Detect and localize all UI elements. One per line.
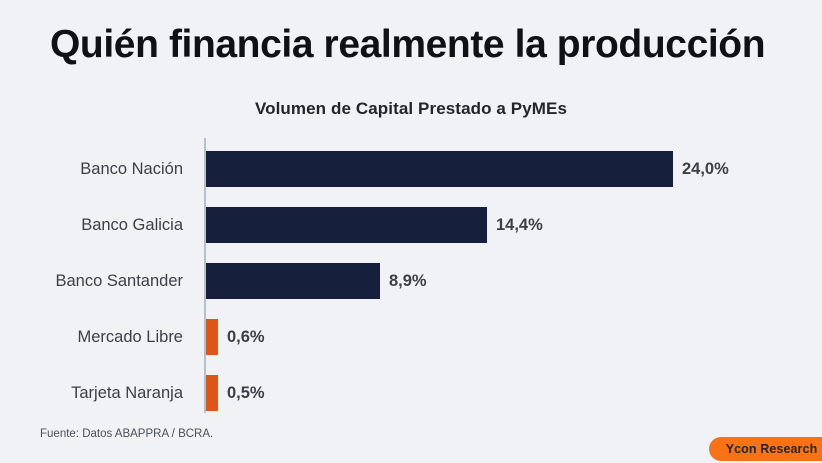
category-label: Mercado Libre (77, 328, 183, 346)
chart-row: Banco Santander 8,9% (0, 263, 822, 299)
source-note: Fuente: Datos ABAPPRA / BCRA. (40, 428, 214, 440)
chart-row: Tarjeta Naranja 0,5% (0, 375, 822, 411)
bar-mercado-libre[interactable] (206, 319, 218, 355)
chart-subtitle: Volumen de Capital Prestado a PyMEs (254, 99, 568, 118)
bar-value-label: 14,4% (496, 216, 543, 234)
brand-badge[interactable]: Ycon Research (709, 437, 822, 461)
page-title: Quién financia realmente la producción (50, 23, 766, 66)
bar-value-label: 24,0% (682, 160, 729, 178)
bar-banco-galicia[interactable] (206, 207, 487, 243)
category-label: Banco Nación (80, 160, 183, 178)
bar-value-label: 0,5% (227, 384, 265, 402)
y-axis-line (204, 138, 206, 413)
bar-value-label: 0,6% (227, 328, 265, 346)
brand-badge-label: Ycon Research (725, 442, 818, 456)
chart-row: Mercado Libre 0,6% (0, 319, 822, 355)
bar-chart: Banco Nación 24,0% Banco Galicia 14,4% B… (0, 138, 822, 413)
bar-banco-nacion[interactable] (206, 151, 673, 187)
bar-value-label: 8,9% (389, 272, 427, 290)
chart-row: Banco Nación 24,0% (0, 151, 822, 187)
category-label: Banco Santander (55, 272, 183, 290)
bar-tarjeta-naranja[interactable] (206, 375, 218, 411)
bar-banco-santander[interactable] (206, 263, 380, 299)
chart-row: Banco Galicia 14,4% (0, 207, 822, 243)
category-label: Tarjeta Naranja (71, 384, 183, 402)
category-label: Banco Galicia (81, 216, 183, 234)
